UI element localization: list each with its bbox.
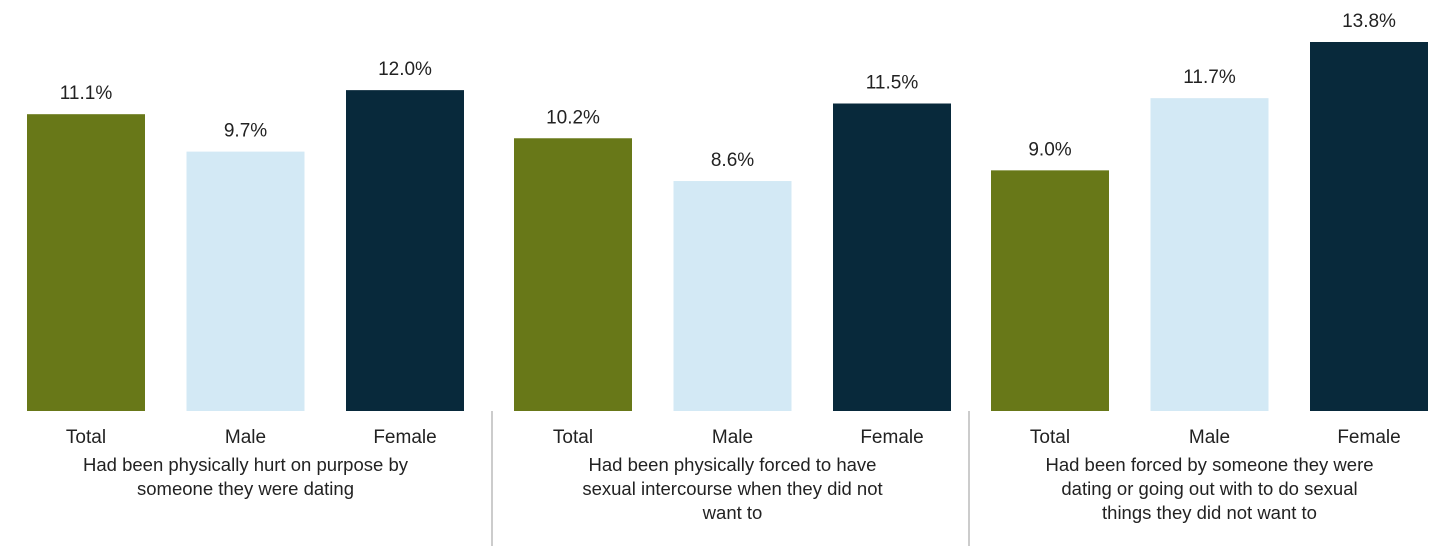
- group-label: Had been forced by someone they were dat…: [1045, 454, 1374, 523]
- value-label: 11.5%: [866, 73, 919, 94]
- bar: [27, 114, 145, 412]
- value-label: 12.0%: [378, 59, 432, 80]
- bar: [991, 170, 1109, 411]
- value-label: 11.7%: [1183, 67, 1236, 88]
- bar: [833, 103, 951, 411]
- bar: [346, 90, 464, 411]
- x-tick-label: Male: [1189, 427, 1230, 448]
- value-label: 11.1%: [60, 83, 113, 104]
- x-tick-label: Male: [712, 427, 753, 448]
- value-label: 9.0%: [1028, 139, 1071, 160]
- x-tick-label: Female: [1337, 427, 1400, 448]
- x-tick-label: Total: [1030, 427, 1070, 448]
- bar: [1150, 98, 1269, 412]
- x-tick-label: Total: [66, 427, 106, 448]
- x-tick-label: Total: [553, 427, 593, 448]
- value-label: 13.8%: [1342, 11, 1396, 32]
- group-label: Had been physically forced to have sexua…: [582, 454, 883, 523]
- bar: [186, 151, 305, 411]
- value-label: 8.6%: [711, 150, 754, 171]
- bar: [514, 138, 632, 411]
- value-label: 9.7%: [224, 121, 267, 142]
- bar: [673, 181, 792, 411]
- x-tick-label: Female: [860, 427, 923, 448]
- value-label: 10.2%: [546, 107, 600, 128]
- x-tick-label: Male: [225, 427, 266, 448]
- group-label: Had been physically hurt on purpose by s…: [83, 454, 408, 499]
- bar: [1310, 42, 1428, 411]
- x-tick-label: Female: [373, 427, 436, 448]
